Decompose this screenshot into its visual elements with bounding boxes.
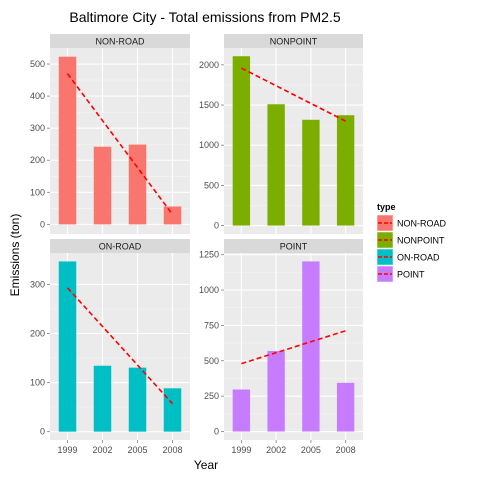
panel-nonpoint: NONPOINT 0 500 1000 1500 2000 [199,34,363,234]
bar-non-road-2008 [163,206,182,225]
x-tick-label: 2005 [127,445,147,455]
bar-point-2002 [267,350,285,432]
bar-on-road-2008 [163,388,182,432]
y-axis-title: Emissions (ton) [8,214,22,297]
y-tick-label: 1000 [199,140,219,150]
x-tick-label: 2008 [336,445,356,455]
x-tick-label: 2002 [92,445,112,455]
panel-non-road: NON-ROAD 0 100 200 300 400 500 [30,34,190,234]
strip-on-road [50,239,190,253]
y-tick-label: 1000 [199,285,219,295]
legend-label-non-road: NON-ROAD [397,219,446,229]
strip-point [224,239,363,253]
bar-on-road-1999 [58,261,77,432]
y-tick-label: 200 [30,155,45,165]
y-tick-label: 100 [30,378,45,388]
y-tick-label: 100 [30,187,45,197]
strip-non-road [50,34,190,48]
bar-nonpoint-2008 [336,115,355,226]
y-tick-label: 500 [30,59,45,69]
x-tick-label: 1999 [231,445,251,455]
bar-on-road-2005 [128,367,147,432]
legend-label-on-road: ON-ROAD [397,253,440,263]
x-tick-label: 2005 [301,445,321,455]
y-tick-label: 1250 [199,250,219,260]
strip-nonpoint [224,34,363,48]
trend-line-nonpoint [241,67,346,122]
panel-point: POINT 0 250 500 750 1000 1250 1999 2002 2005 2008 [199,239,363,455]
x-tick-label: 2008 [162,445,182,455]
trend-line-on-road [66,287,174,405]
bar-point-2005 [302,261,320,432]
y-tick-label: 0 [214,221,219,231]
y-tick-label: 500 [204,356,219,366]
y-tick-label: 750 [204,320,219,330]
trend-line-point [241,330,346,365]
y-tick-label: 0 [40,219,45,229]
bar-point-2008 [336,382,355,432]
strip-label-on-road: ON-ROAD [99,242,142,252]
legend-title: type [377,202,396,212]
bar-nonpoint-1999 [232,56,251,226]
strip-label-non-road: NON-ROAD [96,37,145,47]
legend: type NON-ROAD NONPOINT ON-ROAD POINT [376,202,446,283]
legend-label-nonpoint: NONPOINT [397,236,445,246]
bar-nonpoint-2002 [267,104,285,226]
y-tick-label: 300 [30,279,45,289]
x-tick-label: 2002 [266,445,286,455]
bar-non-road-1999 [58,56,77,225]
legend-label-point: POINT [397,270,425,280]
y-tick-label: 1500 [199,100,219,110]
facet-panels: NON-ROAD0100200300400500NONPOINT05001000… [30,34,363,455]
y-tick-label: 0 [214,427,219,437]
x-axis-title: Year [194,458,218,472]
bar-nonpoint-2005 [302,119,320,226]
strip-label-nonpoint: NONPOINT [270,37,318,47]
bar-non-road-2002 [93,146,112,225]
trend-line-non-road [66,73,174,215]
x-tick-label: 1999 [57,445,77,455]
bar-on-road-2002 [93,365,112,432]
y-tick-label: 400 [30,91,45,101]
strip-label-point: POINT [280,242,308,252]
panel-on-road: ON-ROAD 0 100 200 300 1999 2002 2005 2008 [30,239,190,455]
y-tick-label: 500 [204,180,219,190]
bar-point-1999 [232,389,251,432]
y-tick-label: 0 [40,427,45,437]
y-tick-label: 250 [204,391,219,401]
chart-title: Baltimore City - Total emissions from PM… [69,9,340,25]
bar-non-road-2005 [128,144,147,225]
y-tick-label: 300 [30,123,45,133]
y-tick-label: 200 [30,328,45,338]
y-tick-label: 2000 [199,60,219,70]
